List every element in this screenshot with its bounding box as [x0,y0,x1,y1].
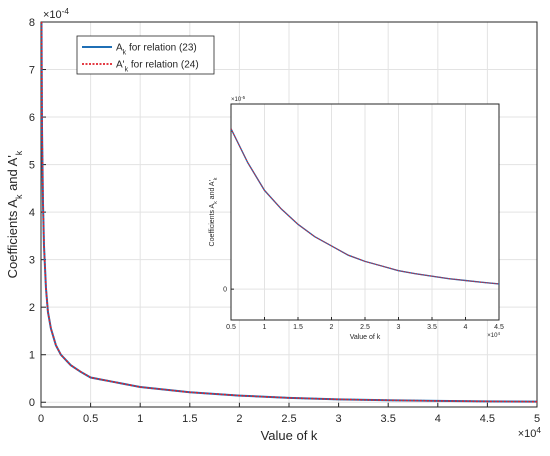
inset-x-tick-label: 3.5 [427,324,437,331]
main-y-tick-label: 1 [29,350,35,362]
main-x-tick-label: 4.5 [480,413,495,425]
inset-x-tick-label: 0.5 [226,324,236,331]
main-x-tick-label: 4 [435,413,441,425]
inset-x-tick-label: 1 [263,324,267,331]
main-x-tick-label: 2.5 [281,413,296,425]
main-y-tick-label: 8 [29,17,35,29]
legend: Ak for relation (23) A'k for relation (24… [76,35,215,75]
inset-plot: 0.511.522.533.544.50123456Value of kCoef… [209,95,504,342]
main-x-tick-label: 3.5 [381,413,396,425]
main-x-axis-label: Value of k [261,428,318,443]
main-x-tick-label: 3 [336,413,342,425]
main-series-line-0 [41,22,537,403]
legend-box [76,35,215,75]
main-y-tick-label: 5 [29,160,35,172]
main-x-tick-label: 1.5 [182,413,197,425]
inset-x-tick-label: 1.5 [293,324,303,331]
inset-x-axis-label: Value of k [350,334,381,341]
main-x-tick-label: 0 [38,413,44,425]
main-y-axis-label: Coefficients Ak and A'k [5,150,24,278]
main-x-tick-label: 5 [534,413,540,425]
inset-x-tick-label: 3 [397,324,401,331]
main-axes-box [40,21,538,408]
main-y-tick-label: 2 [29,302,35,314]
main-y-tick-label: 0 [29,397,35,409]
inset-x-tick-label: 4.5 [494,324,504,331]
main-y-tick-label: 3 [29,255,35,267]
legend-entry-1: A'k for relation (24) [116,60,199,74]
main-x-tick-label: 2 [236,413,242,425]
inset-series-line-1 [231,128,499,285]
inset-y-axis-label: Coefficients Ak and A'k [209,177,219,246]
main-x-tick-label: 1 [137,413,143,425]
main-x-multiplier: ×104 [518,426,542,441]
inset-axes-box [230,103,500,321]
inset-x-multiplier: ×104 [487,331,500,340]
main-y-tick-label: 4 [29,207,35,219]
main-y-tick-label: 7 [29,65,35,77]
main-y-tick-label: 6 [29,112,35,124]
inset-x-tick-label: 2.5 [360,324,370,331]
inset-y-multiplier: ×10-5 [231,95,246,104]
inset-y-tick-label: 0 [223,287,227,294]
legend-entry-0: Ak for relation (23) [116,43,197,57]
inset-x-tick-label: 4 [464,324,468,331]
main-x-tick-label: 0.5 [83,413,98,425]
main-y-multiplier: ×10-4 [43,7,69,22]
inset-x-tick-label: 2 [330,324,334,331]
